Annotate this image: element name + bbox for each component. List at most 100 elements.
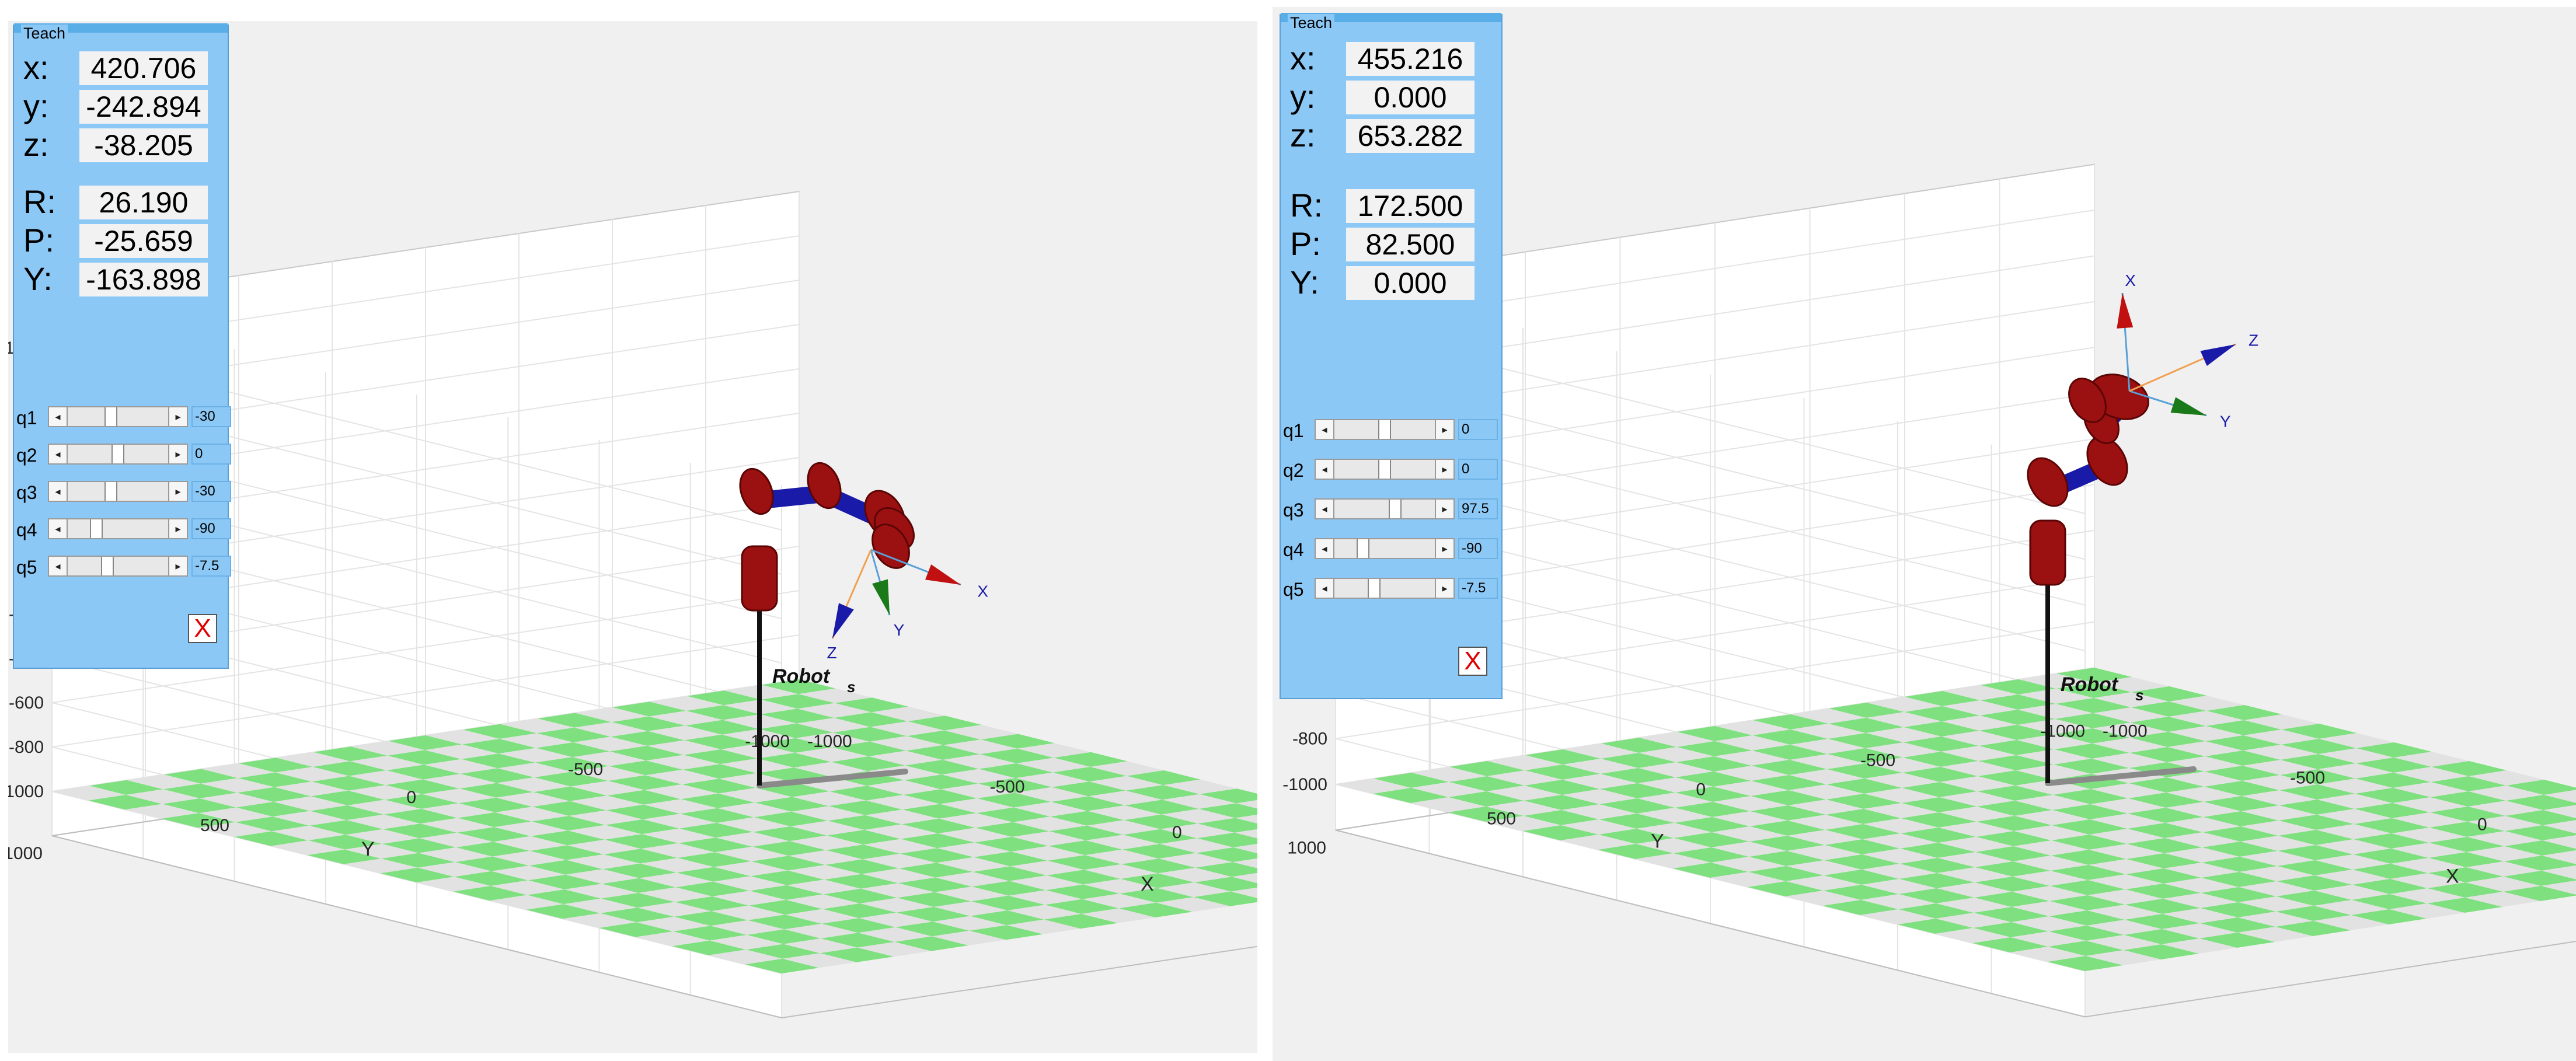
slider-thumb[interactable] (1389, 500, 1402, 518)
floor-tile (2239, 881, 2314, 896)
floor-tile (2164, 832, 2240, 847)
floor-tile (2353, 833, 2429, 849)
slider-thumb[interactable] (104, 407, 117, 426)
close-button[interactable]: X (1458, 647, 1487, 676)
floor-tile (1974, 892, 2049, 907)
floor-tile (2543, 805, 2576, 819)
slider-left-arrow-icon[interactable]: ◂ (1316, 420, 1334, 439)
slider-left-arrow-icon[interactable]: ◂ (49, 482, 68, 501)
slider-right-arrow-icon[interactable]: ▸ (1435, 579, 1453, 598)
floor-tile (2242, 760, 2318, 775)
floor-tile (1676, 741, 1752, 756)
slider-thumb[interactable] (1378, 460, 1391, 479)
slider-left-arrow-icon[interactable]: ◂ (49, 519, 68, 538)
slider-right-arrow-icon[interactable]: ▸ (168, 482, 187, 501)
floor-tile (870, 721, 944, 737)
floor-tile (2428, 852, 2504, 867)
floor-tile (388, 735, 462, 751)
slider-left-arrow-icon[interactable]: ◂ (49, 445, 68, 463)
floor-tile (1052, 767, 1127, 782)
joint-value-field[interactable]: 0 (1458, 419, 1498, 440)
floor-tile (720, 758, 794, 773)
floor-tile (308, 835, 382, 850)
floor-tile (238, 772, 312, 787)
slider-left-arrow-icon[interactable]: ◂ (1316, 539, 1334, 558)
floor-tile (761, 694, 835, 709)
joint-slider-q5[interactable]: ◂ ▸ (48, 556, 188, 577)
slider-thumb[interactable] (111, 445, 124, 463)
slider-left-arrow-icon[interactable]: ◂ (1316, 500, 1334, 518)
floor-tile (970, 910, 1044, 926)
slider-right-arrow-icon[interactable]: ▸ (1435, 500, 1453, 518)
joint-slider-q3[interactable]: ◂ ▸ (1315, 498, 1455, 519)
floor-tile (574, 722, 648, 737)
floor-tile (2131, 686, 2207, 701)
floor-tile (1902, 782, 1978, 797)
joint-slider-q1[interactable]: ◂ ▸ (48, 406, 188, 427)
joint-value-field[interactable]: -7.5 (1458, 578, 1498, 599)
joint-label: q3 (16, 482, 37, 503)
joint-slider-q1[interactable]: ◂ ▸ (1315, 419, 1455, 440)
joint-value-field[interactable]: 0 (191, 444, 231, 465)
slider-thumb[interactable] (89, 519, 103, 538)
floor-tile (313, 746, 388, 762)
floor-tile (1677, 726, 1753, 741)
joint-value-field[interactable]: 97.5 (1458, 498, 1498, 519)
floor-tile (2203, 811, 2279, 826)
slider-thumb[interactable] (101, 557, 114, 575)
floor-tile (236, 802, 310, 817)
floor-tile (932, 930, 1006, 945)
floor-tile (787, 865, 862, 880)
slider-thumb[interactable] (1378, 420, 1391, 439)
joint-slider-q4[interactable]: ◂ ▸ (1315, 538, 1455, 559)
joint-row-q3: q3 ◂ ▸ 97.5 (1283, 497, 1500, 523)
plot-3d-right[interactable]: 10008006004002000-200-400-600-800-1000-1… (1273, 7, 2576, 1061)
joint-value-field[interactable]: -7.5 (191, 556, 231, 577)
floor-tile (2012, 886, 2087, 901)
joint-value-field[interactable]: 0 (1458, 459, 1498, 480)
slider-left-arrow-icon[interactable]: ◂ (1316, 579, 1334, 598)
slider-left-arrow-icon[interactable]: ◂ (1316, 460, 1334, 479)
joint-slider-q3[interactable]: ◂ ▸ (48, 481, 188, 502)
joint-value-field[interactable]: -90 (191, 518, 231, 539)
floor-tile (1941, 716, 2017, 731)
joint-slider-q2[interactable]: ◂ ▸ (48, 444, 188, 465)
floor-tile (2504, 856, 2576, 871)
plot-3d-left[interactable]: 10008006004002000-200-400-600-800-1000-1… (8, 21, 1257, 1053)
floor-tile (2278, 830, 2354, 845)
joint-value-field[interactable]: -30 (191, 406, 231, 427)
floor-tile (1790, 739, 1866, 754)
slider-right-arrow-icon[interactable]: ▸ (168, 407, 187, 426)
joint-slider-q4[interactable]: ◂ ▸ (48, 518, 188, 539)
joint-slider-q5[interactable]: ◂ ▸ (1315, 578, 1455, 599)
floor-tile (760, 709, 834, 724)
slider-left-arrow-icon[interactable]: ◂ (49, 407, 68, 426)
x-tick-label: -500 (2290, 768, 2325, 787)
floor-tile (2355, 758, 2431, 773)
floor-tile (1901, 812, 1977, 828)
slider-thumb[interactable] (1368, 579, 1381, 598)
slider-right-arrow-icon[interactable]: ▸ (1435, 539, 1453, 558)
floor-tile (1940, 746, 2016, 761)
floor-tile (2162, 923, 2237, 938)
joint-slider-q2[interactable]: ◂ ▸ (1315, 459, 1455, 480)
slider-right-arrow-icon[interactable]: ▸ (168, 445, 187, 463)
slider-right-arrow-icon[interactable]: ▸ (168, 557, 187, 575)
joint-value-field[interactable]: -30 (191, 481, 231, 502)
slider-right-arrow-icon[interactable]: ▸ (168, 519, 187, 538)
slider-left-arrow-icon[interactable]: ◂ (49, 557, 68, 575)
slider-thumb[interactable] (1356, 539, 1369, 558)
floor-tile (492, 865, 566, 881)
floor-tile (494, 821, 568, 836)
slider-thumb[interactable] (104, 482, 117, 501)
joint-value-field[interactable]: -90 (1458, 538, 1498, 559)
slider-right-arrow-icon[interactable]: ▸ (1435, 420, 1453, 439)
floor-tile (649, 711, 723, 726)
floor-tile (2089, 844, 2164, 859)
floor-tile (2127, 838, 2202, 853)
slider-right-arrow-icon[interactable]: ▸ (1435, 460, 1453, 479)
floor-tile (789, 850, 863, 865)
floor-tile (2087, 874, 2163, 889)
close-button[interactable]: X (188, 614, 217, 643)
floor-tile (609, 746, 684, 761)
